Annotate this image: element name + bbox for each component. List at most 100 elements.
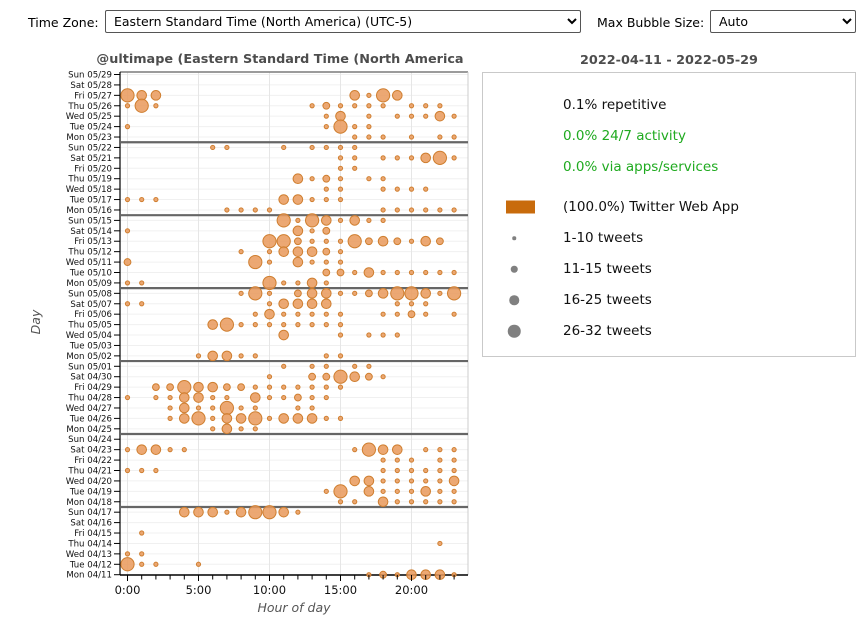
tweet-bubble — [365, 289, 373, 298]
tweet-bubble — [276, 234, 291, 249]
tweet-bubble — [309, 228, 315, 234]
tweet-bubble — [278, 413, 290, 424]
day-label: Sun 05/29 — [68, 71, 112, 81]
tweet-bubble — [352, 144, 358, 151]
tweet-bubble — [281, 311, 287, 317]
tweet-bubble — [294, 237, 302, 246]
tweet-bubble — [361, 442, 376, 457]
day-label: Tue 05/03 — [69, 341, 112, 351]
tweet-bubble — [292, 173, 304, 185]
tweet-bubble — [337, 415, 344, 421]
tweet-bubble — [437, 447, 443, 453]
tweet-bubble — [437, 467, 443, 474]
tweet-bubble — [366, 217, 372, 223]
tweet-bubble — [235, 506, 247, 518]
tweet-bubble — [252, 322, 258, 328]
day-label: Tue 05/10 — [69, 268, 112, 278]
tweet-bubble — [437, 290, 443, 296]
tweet-bubble — [337, 322, 344, 328]
tweet-bubble — [423, 103, 429, 109]
tweet-bubble — [308, 372, 317, 381]
tweet-bubble — [451, 499, 457, 505]
tweet-bubble — [306, 246, 318, 257]
tweet-bubble — [237, 383, 246, 392]
tweet-bubble — [292, 298, 304, 310]
tweet-bubble — [262, 234, 277, 249]
legend-size-text: 26-32 tweets — [563, 323, 652, 339]
size-dot-icon — [510, 265, 518, 273]
tweet-bubble — [309, 384, 315, 390]
tweet-bubble — [408, 467, 415, 474]
tweet-bubble — [349, 215, 361, 226]
legend-size-text: 11-15 tweets — [563, 261, 652, 277]
tweet-bubble — [193, 392, 204, 403]
tweet-bubble — [124, 196, 131, 203]
tweet-bubble — [349, 371, 361, 383]
tweet-bubble — [437, 499, 443, 505]
tweet-bubble — [437, 457, 443, 463]
day-label: Wed 05/11 — [66, 258, 112, 268]
day-label: Tue 05/17 — [69, 196, 112, 206]
timezone-label: Time Zone: — [28, 15, 99, 30]
tweet-bubble — [266, 290, 273, 296]
tweet-bubble — [139, 280, 145, 286]
tweet-bubble — [366, 103, 372, 109]
tweet-bubble — [207, 319, 218, 330]
tweet-bubble — [380, 478, 386, 484]
tweet-bubble — [124, 467, 131, 474]
day-label: Mon 05/16 — [66, 206, 112, 216]
legend-panel: 0.1% repetitive 0.0% 24/7 activity 0.0% vi… — [482, 72, 856, 357]
tweet-bubble — [337, 353, 344, 359]
tweet-bubble — [436, 237, 444, 246]
x-tick-label: 20:00 — [395, 583, 428, 597]
tweet-bubble — [451, 467, 457, 474]
tweet-bubble — [408, 103, 415, 109]
day-label: Fri 04/22 — [74, 456, 112, 466]
size-dot-icon — [507, 324, 521, 338]
tweet-bubble — [238, 207, 244, 213]
tweet-bubble — [281, 144, 287, 151]
tweet-bubble — [292, 194, 304, 205]
day-label: Tue 04/12 — [69, 560, 112, 570]
legend-size-text: 1-10 tweets — [563, 230, 644, 246]
tweet-bubble — [380, 176, 386, 182]
tweet-bubble — [337, 176, 344, 182]
tweet-bubble — [322, 247, 331, 256]
tweet-bubble — [352, 103, 358, 109]
tweet-bubble — [252, 405, 258, 411]
day-label: Thu 04/14 — [67, 539, 112, 549]
tweet-bubble — [336, 268, 345, 277]
timezone-select[interactable]: Eastern Standard Time (North America) (U… — [105, 10, 581, 33]
tweet-bubble — [207, 506, 218, 518]
tweet-bubble — [337, 144, 344, 151]
day-label: Sat 05/28 — [70, 81, 112, 91]
tweet-bubble — [366, 134, 372, 140]
tweet-bubble — [390, 286, 405, 301]
day-label: Sun 05/01 — [68, 362, 112, 372]
tweet-bubble — [337, 259, 344, 265]
tweet-bubble — [322, 268, 331, 277]
tweet-bubble — [380, 103, 386, 109]
tweet-bubble — [195, 353, 202, 359]
tweet-bubble — [281, 280, 287, 286]
tweet-bubble — [323, 238, 329, 244]
x-tick-label: 5:00 — [186, 583, 212, 597]
tweet-bubble — [266, 394, 273, 401]
tweet-bubble — [408, 301, 415, 307]
day-label: Sat 04/16 — [70, 519, 112, 529]
tweet-bubble — [309, 322, 315, 328]
tweet-bubble — [323, 363, 329, 369]
tweet-bubble — [337, 186, 344, 192]
tweet-bubble — [394, 207, 400, 213]
tweet-bubble — [294, 289, 302, 298]
tweet-bubble — [292, 256, 304, 268]
tweet-bubble — [394, 269, 400, 276]
tweet-bubble — [323, 322, 329, 328]
tweet-bubble — [276, 213, 291, 228]
day-label: Thu 05/19 — [67, 175, 112, 185]
size-dot-icon — [509, 295, 519, 305]
max-bubble-size-select[interactable]: Auto — [710, 10, 856, 33]
tweet-bubble — [309, 405, 315, 411]
tweet-bubble — [337, 155, 344, 161]
day-label: Mon 04/11 — [66, 571, 112, 581]
